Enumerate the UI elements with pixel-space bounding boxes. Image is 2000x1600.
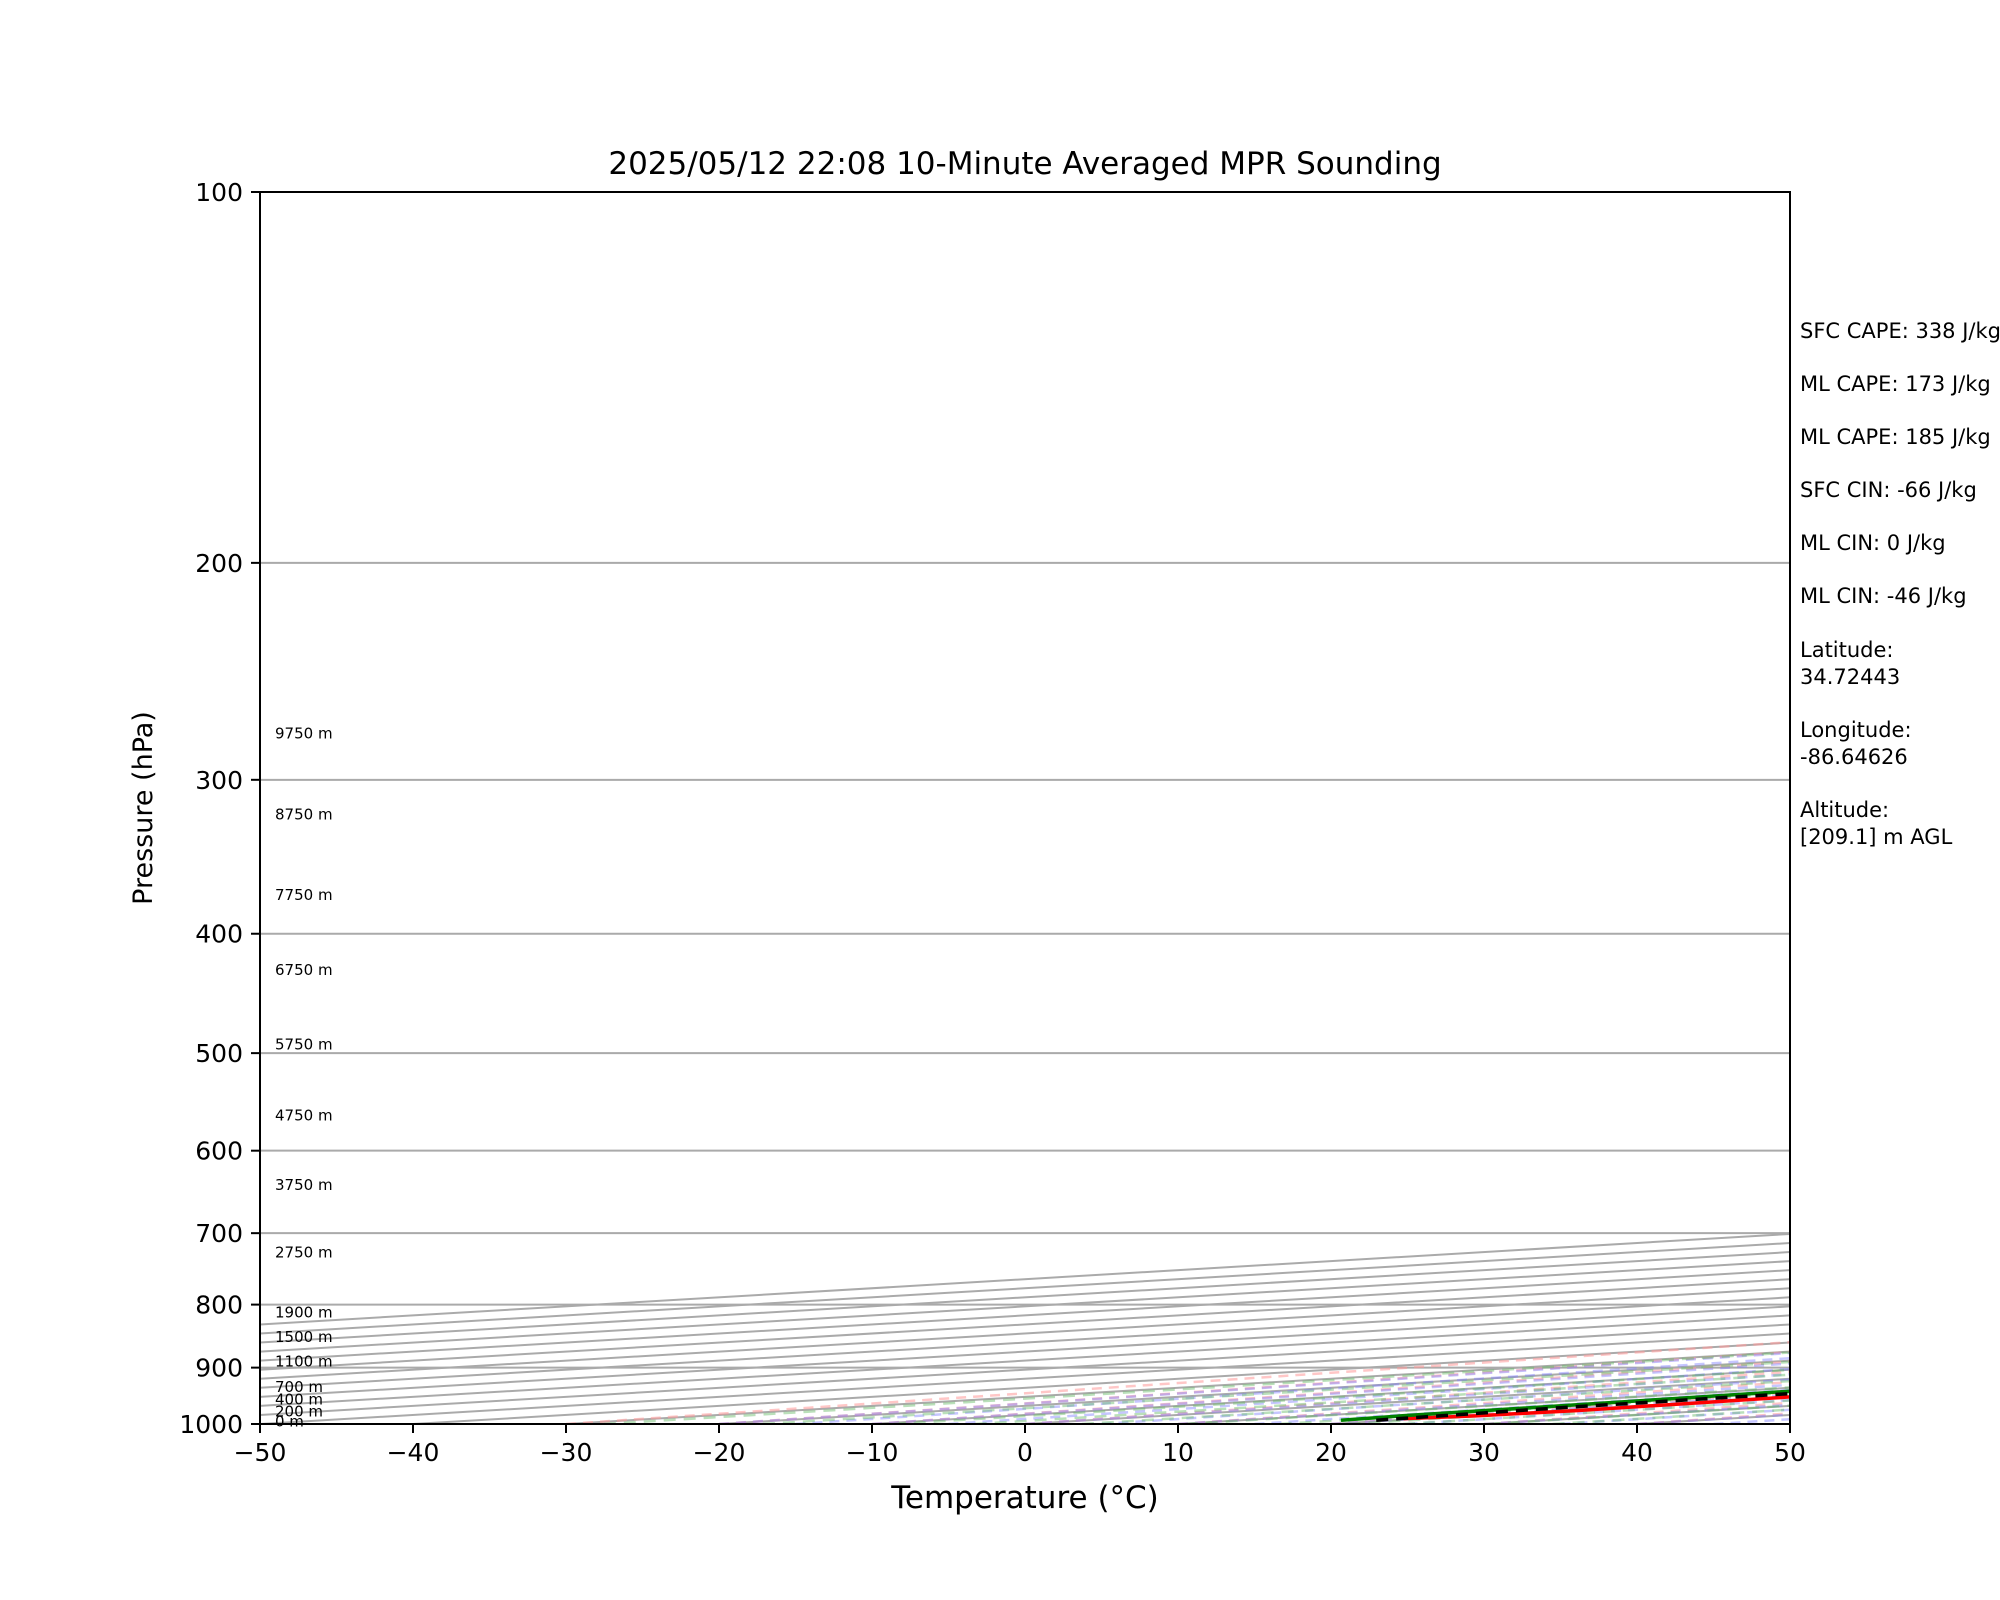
- height-label: 7750 m: [275, 886, 333, 904]
- height-label: 0 m: [275, 1412, 304, 1430]
- y-tick-label: 700: [195, 1219, 243, 1248]
- height-label: 8750 m: [275, 805, 333, 823]
- moist-adiabat: [1713, 1417, 1790, 1424]
- info-line: ML CIN: 0 J/kg: [1800, 531, 1946, 555]
- x-tick-label: −10: [846, 1438, 899, 1467]
- moist-adiabat: [795, 1356, 1790, 1424]
- height-label: 1100 m: [275, 1353, 333, 1371]
- dry-adiabat: [565, 1340, 1790, 1424]
- height-label: 2750 m: [275, 1244, 333, 1262]
- info-line: Longitude:: [1800, 718, 1912, 742]
- x-tick-label: −20: [693, 1438, 746, 1467]
- x-tick-label: 10: [1162, 1438, 1194, 1467]
- y-tick-label: 400: [195, 920, 243, 949]
- info-line: ML CAPE: 173 J/kg: [1800, 372, 1991, 396]
- moist-adiabat: [1560, 1408, 1790, 1424]
- info-line: SFC CAPE: 338 J/kg: [1800, 319, 2000, 343]
- chart-title: 2025/05/12 22:08 10-Minute Averaged MPR …: [608, 146, 1441, 182]
- height-label: 400 m: [275, 1390, 323, 1408]
- height-label: 4750 m: [275, 1107, 333, 1125]
- moist-adiabat: [871, 1362, 1790, 1424]
- y-tick-label: 300: [195, 766, 243, 795]
- height-label: 1900 m: [275, 1304, 333, 1322]
- moist-adiabat: [1407, 1398, 1790, 1424]
- x-tick-label: 0: [1017, 1438, 1033, 1467]
- height-label: 700 m: [275, 1378, 323, 1396]
- y-tick-label: 100: [195, 178, 243, 207]
- info-line: ML CAPE: 185 J/kg: [1800, 425, 1991, 449]
- x-axis-label: Temperature (°C): [890, 1480, 1159, 1516]
- y-tick-label: 800: [195, 1291, 243, 1320]
- moist-adiabat: [1483, 1403, 1790, 1424]
- info-line: ML CIN: -46 J/kg: [1800, 584, 1967, 608]
- mixing-ratio-line: [974, 1373, 1790, 1424]
- moist-adiabat: [1789, 1422, 1790, 1424]
- y-tick-label: 1000: [179, 1410, 243, 1439]
- plot-frame: [259, 191, 1791, 1425]
- background-lines: [260, 561, 1790, 1424]
- info-line: SFC CIN: -66 J/kg: [1800, 478, 1977, 502]
- info-panel: SFC CAPE: 338 J/kg ML CAPE: 173 J/kg ML CA…: [1800, 319, 2000, 849]
- height-label: 6750 m: [275, 961, 333, 979]
- x-tick-label: −40: [387, 1438, 440, 1467]
- isotherm-line: [565, 1350, 1790, 1424]
- info-line: 34.72443: [1800, 665, 1900, 689]
- info-line: Altitude:: [1800, 798, 1889, 822]
- x-tick-label: 20: [1315, 1438, 1347, 1467]
- y-tick-label: 900: [195, 1354, 243, 1383]
- isotherm-line: [260, 1332, 1790, 1424]
- x-tick-label: 50: [1774, 1438, 1806, 1467]
- height-label: 9750 m: [275, 724, 333, 742]
- y-tick-label: 200: [195, 549, 243, 578]
- height-label: 1500 m: [275, 1328, 333, 1346]
- moist-adiabat: [1177, 1383, 1790, 1424]
- moist-adiabat: [948, 1367, 1790, 1424]
- height-label: 5750 m: [275, 1036, 333, 1054]
- info-line: Latitude:: [1800, 638, 1894, 662]
- mixing-ratio-line: [1081, 1379, 1790, 1424]
- info-line: -86.64626: [1800, 745, 1908, 769]
- mixing-ratio-line: [1185, 1386, 1790, 1424]
- y-axis: 100 200 300 400 500 600 700 800 900 1000: [179, 178, 260, 1439]
- isotherm-line: [412, 1341, 1790, 1424]
- info-line: [209.1] m AGL: [1800, 825, 1953, 849]
- y-axis-label: Pressure (hPa): [128, 711, 159, 905]
- x-tick-label: 30: [1468, 1438, 1500, 1467]
- x-tick-label: −50: [234, 1438, 287, 1467]
- y-tick-label: 500: [195, 1039, 243, 1068]
- y-tick-label: 600: [195, 1137, 243, 1166]
- height-label: 200 m: [275, 1403, 323, 1421]
- height-label: 3750 m: [275, 1176, 333, 1194]
- x-tick-label: −30: [540, 1438, 593, 1467]
- x-tick-label: 40: [1621, 1438, 1653, 1467]
- x-axis: −50 −40 −30 −20 −10 0 10 20 30 40 50: [234, 1424, 1806, 1467]
